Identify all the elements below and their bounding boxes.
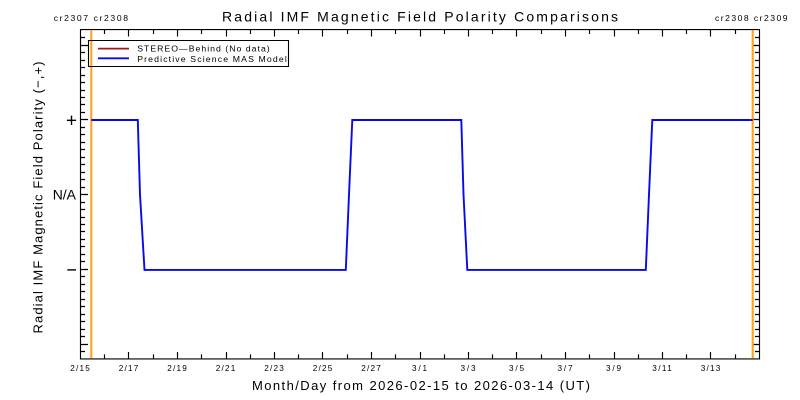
svg-text:2/19: 2/19 (167, 364, 187, 373)
svg-text:3/7: 3/7 (558, 364, 573, 373)
svg-text:2/25: 2/25 (313, 364, 333, 373)
svg-text:2/27: 2/27 (361, 364, 381, 373)
svg-text:N/A: N/A (53, 187, 77, 203)
svg-text:cr2308 cr2309: cr2308 cr2309 (715, 13, 788, 23)
svg-text:Predictive Science MAS Model: Predictive Science MAS Model (137, 54, 287, 64)
svg-text:Radial IMF Magnetic Field Pola: Radial IMF Magnetic Field Polarity Compa… (222, 9, 618, 25)
svg-text:3/5: 3/5 (509, 364, 524, 373)
svg-text:2/21: 2/21 (216, 364, 236, 373)
svg-text:cr2307 cr2308: cr2307 cr2308 (54, 13, 129, 23)
svg-text:2/17: 2/17 (119, 364, 139, 373)
svg-text:2/23: 2/23 (264, 364, 284, 373)
svg-text:STEREO—Behind (No data): STEREO—Behind (No data) (137, 44, 270, 54)
svg-text:3/1: 3/1 (412, 364, 427, 373)
svg-text:Radial IMF Magnetic Field Pola: Radial IMF Magnetic Field Polarity (−,+) (30, 61, 45, 333)
svg-text:3/3: 3/3 (461, 364, 476, 373)
svg-text:3/9: 3/9 (606, 364, 621, 373)
svg-text:2/15: 2/15 (70, 364, 90, 373)
svg-text:3/13: 3/13 (701, 364, 721, 373)
svg-text:3/11: 3/11 (652, 364, 672, 373)
svg-text:Month/Day from 2026-02-15 to 2: Month/Day from 2026-02-15 to 2026-03-14 … (252, 378, 590, 393)
